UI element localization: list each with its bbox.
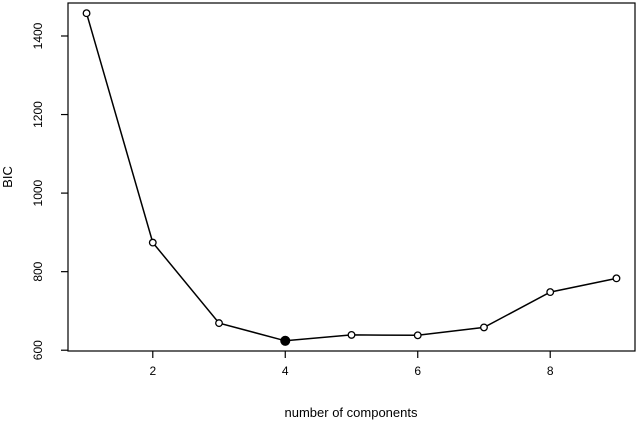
bic-series-line (85, 13, 617, 342)
data-point (546, 288, 555, 297)
data-point (347, 330, 356, 339)
y-tick-label: 1400 (31, 22, 45, 49)
plot-frame (67, 2, 636, 352)
x-tick-label: 2 (149, 364, 156, 378)
x-axis: 2 4 6 8 (149, 351, 554, 378)
data-point (480, 323, 488, 332)
data-point (82, 9, 91, 18)
data-point (215, 319, 223, 328)
x-tick-label: 4 (282, 364, 289, 378)
x-axis-label: number of components (285, 405, 418, 420)
y-tick-label: 800 (31, 261, 45, 281)
y-axis: 600 800 1000 1200 1400 (31, 22, 68, 360)
x-tick-label: 6 (414, 364, 421, 378)
x-tick-label: 8 (547, 364, 554, 378)
bic-points (82, 9, 621, 346)
y-axis-label: BIC (0, 166, 15, 188)
y-tick-label: 1000 (31, 179, 45, 206)
data-point (612, 274, 621, 283)
data-point (148, 238, 157, 247)
data-point (413, 331, 422, 340)
y-tick-label: 600 (31, 340, 45, 360)
y-tick-label: 1200 (31, 101, 45, 128)
selected-data-point (280, 335, 291, 346)
